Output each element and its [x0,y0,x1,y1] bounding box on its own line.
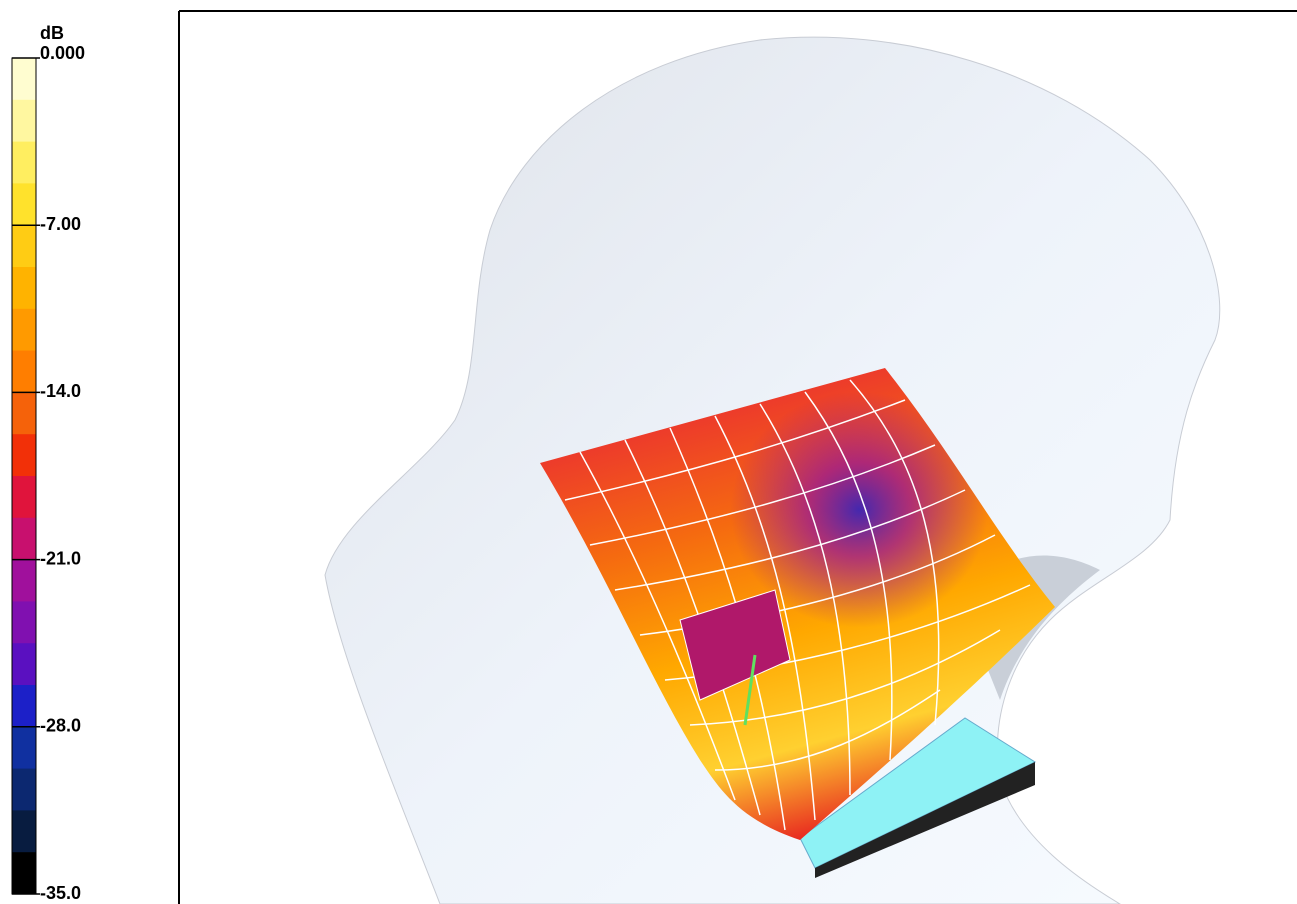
device-box-side [815,762,1035,878]
colorbar-label: -28.0 [40,716,81,736]
colorbar-band [12,810,36,853]
colorbar-label: 0.000 [40,43,85,63]
colorbar-band [12,643,36,686]
colorbar-band [12,392,36,435]
colorbar-band [12,350,36,393]
colorbar-band [12,99,36,143]
sar-surface-low [540,368,1055,840]
colorbar-band [12,476,36,519]
colorbar-band [12,726,36,770]
colorbar-band [12,852,36,895]
colorbar-label: -14.0 [40,381,81,401]
colorbar-band [12,685,36,728]
colorbar-band [12,601,36,644]
colorbar-label: -7.00 [40,214,81,234]
colorbar-band [12,58,36,101]
colorbar-band [12,517,36,561]
colorbar-band [12,308,36,352]
colorbar-label: -21.0 [40,548,81,568]
colorbar-band [12,559,36,602]
colorbar: dB0.000 -7.00 -14.0 -21.0 -28.0 -35.0 [11,23,85,903]
colorbar-label: -35.0 [40,883,81,903]
colorbar-band [12,768,36,811]
antenna [679,589,791,701]
colorbar-band [12,434,36,477]
antenna-feed [743,654,757,726]
surface-grid [564,379,1031,831]
colorbar-band [12,183,36,226]
colorbar-band [12,267,36,310]
colorbar-unit: dB [40,23,64,43]
colorbar-band [12,225,36,268]
colorbar-band [12,141,36,184]
